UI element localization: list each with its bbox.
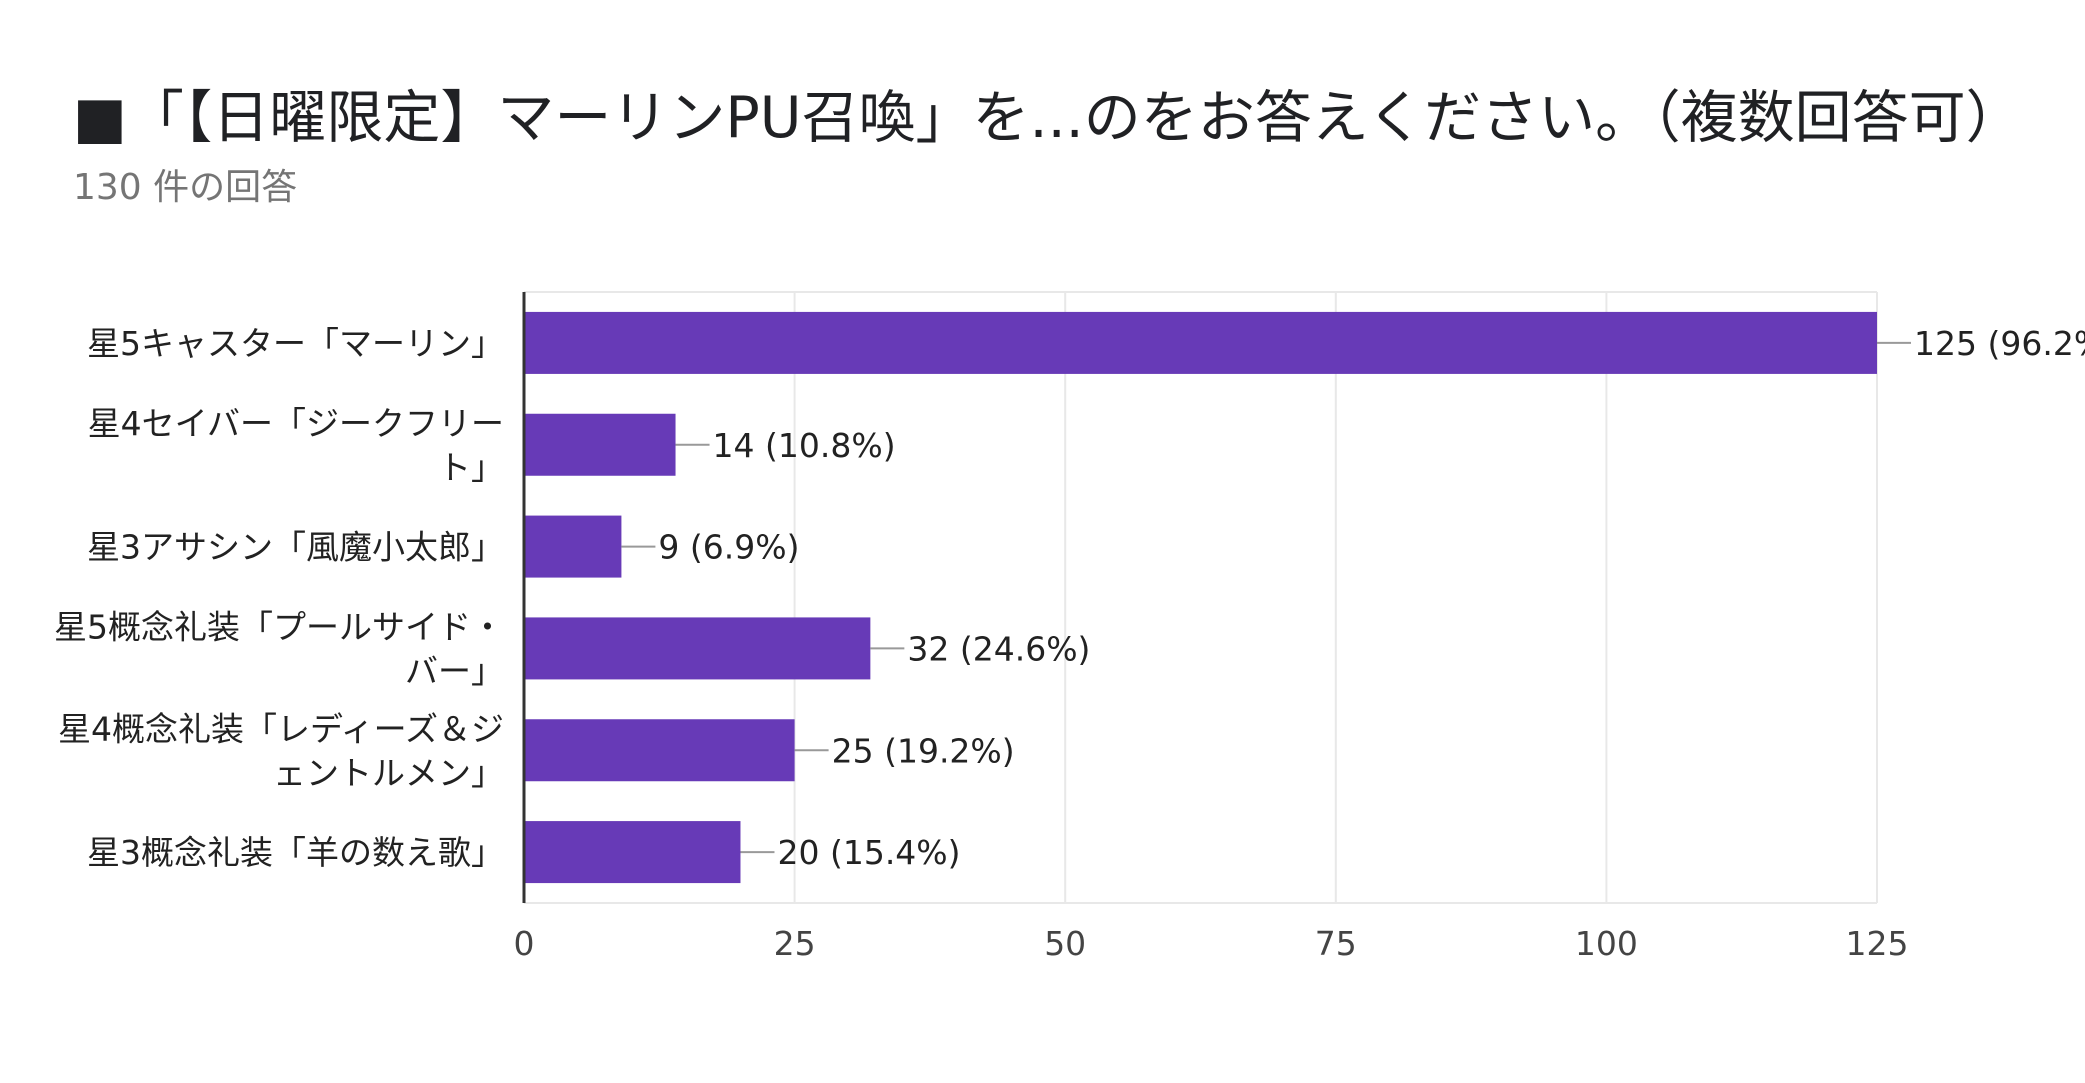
category-label: 星4概念礼装「レディーズ＆ジェントルメン」 (58, 709, 504, 792)
gridlines (524, 291, 1878, 904)
bar (524, 821, 741, 884)
x-tick-label: 0 (514, 924, 535, 963)
chart-title: ■「【日曜限定】マーリンPU召喚」を...のをお答えください。（複数回答可） (73, 85, 2023, 151)
bars (524, 311, 1911, 884)
labels: 0 25 50 75 100 125 125 (96.2%) 星5キャスター「マーリン」 14 … (54, 324, 2085, 963)
data-label: 25 (19.2%) (832, 731, 1015, 770)
x-tick-label: 50 (1044, 924, 1086, 963)
category-label: 星5キャスター「マーリン」 (87, 324, 504, 363)
x-tick-label: 75 (1315, 924, 1357, 963)
bar (524, 617, 871, 680)
data-label: 32 (24.6%) (907, 629, 1090, 668)
data-label: 20 (15.4%) (777, 833, 960, 872)
category-label: 星4セイバー「ジークフリート」 (88, 404, 504, 487)
response-count: 130 件の回答 (73, 167, 298, 208)
x-tick-label: 125 (1846, 924, 1909, 963)
data-label: 9 (6.9%) (658, 528, 799, 567)
bar (524, 413, 676, 476)
x-tick-label: 25 (774, 924, 816, 963)
category-label: 星3アサシン「風魔小太郎」 (87, 528, 504, 567)
data-label: 14 (10.8%) (713, 426, 896, 465)
x-tick-label: 100 (1575, 924, 1638, 963)
bar (524, 719, 795, 782)
data-label: 125 (96.2%) (1914, 324, 2085, 363)
bar (524, 311, 1877, 374)
category-label: 星5概念礼装「プールサイド・バー」 (54, 607, 504, 690)
bar (524, 515, 622, 578)
category-label: 星3概念礼装「羊の数え歌」 (87, 833, 504, 872)
